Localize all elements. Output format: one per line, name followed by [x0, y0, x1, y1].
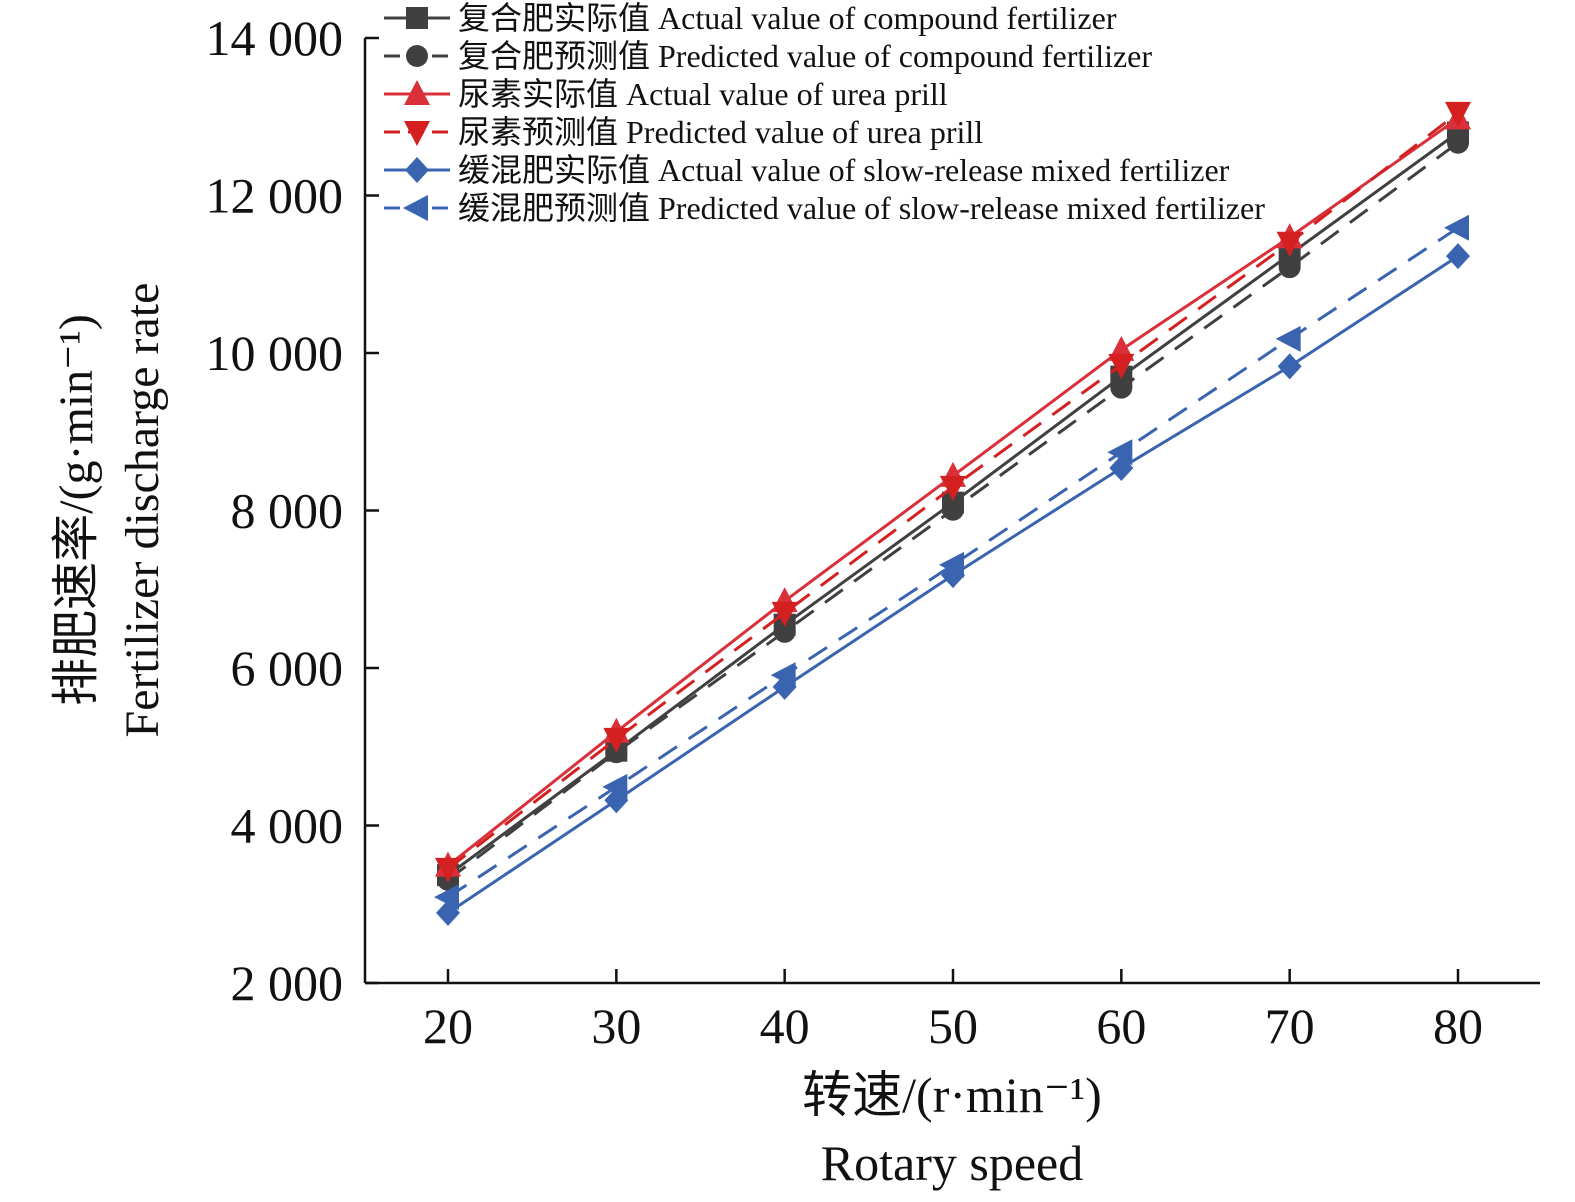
circle-marker: [942, 498, 964, 521]
circle-marker: [773, 620, 796, 643]
x-axis-label-en: Rotary speed: [821, 1135, 1083, 1191]
circle-marker: [1278, 256, 1301, 279]
x-tick-label: 30: [591, 998, 641, 1054]
y-tick-label: 2 000: [231, 955, 344, 1011]
circle-marker: [1110, 376, 1133, 399]
x-axis-label: 转速/(r·min⁻¹): [802, 1067, 1102, 1123]
triangle-down-marker: [603, 727, 630, 753]
triangle-left-marker: [602, 773, 628, 800]
legend-item: 尿素预测值 Predicted value of urea prill: [384, 114, 983, 150]
triangle-left-marker: [939, 551, 964, 578]
diamond-marker: [1277, 353, 1302, 380]
legend: 复合肥实际值 Actual value of compound fertiliz…: [384, 0, 1265, 226]
y-axis-label-en: Fertilizer discharge rate: [116, 283, 169, 738]
circle-marker: [1447, 131, 1469, 154]
axes: 2 000 4 000 6 000 8 000 10 000 12 000 14 000 20…: [206, 10, 1540, 1054]
y-tick-label: 4 000: [231, 798, 344, 854]
triangle-down-marker: [771, 601, 798, 627]
y-axis-label: 排肥速率/(g·min⁻¹): [50, 314, 103, 706]
triangle-down-marker: [1445, 101, 1471, 127]
legend-label: 复合肥预测值 Predicted value of compound ferti…: [458, 38, 1152, 74]
x-tick-label: 80: [1433, 998, 1483, 1054]
triangle-down-marker: [1276, 231, 1303, 257]
y-tick-label: 10 000: [206, 325, 344, 381]
legend-label: 缓混肥实际值 Actual value of slow-release mixe…: [458, 152, 1230, 188]
diamond-marker: [405, 157, 429, 183]
triangle-down-marker: [940, 475, 966, 501]
triangle-left-marker: [434, 884, 459, 911]
legend-item: 缓混肥实际值 Actual value of slow-release mixe…: [384, 152, 1230, 188]
legend-item: 复合肥实际值 Actual value of compound fertiliz…: [384, 0, 1117, 36]
x-tick-label: 40: [760, 998, 810, 1054]
legend-label: 尿素预测值 Predicted value of urea prill: [458, 114, 983, 150]
x-tick-label: 70: [1265, 998, 1315, 1054]
y-tick-label: 8 000: [231, 483, 344, 539]
legend-label: 复合肥实际值 Actual value of compound fertiliz…: [458, 0, 1117, 36]
y-tick-label: 6 000: [231, 640, 344, 696]
legend-item: 复合肥预测值 Predicted value of compound ferti…: [384, 38, 1152, 74]
series-5: [434, 214, 1469, 911]
x-tick-label: 50: [928, 998, 978, 1054]
triangle-left-marker: [403, 195, 428, 221]
triangle-down-marker: [404, 121, 430, 146]
triangle-left-marker: [1107, 439, 1133, 466]
square-marker: [406, 7, 428, 29]
triangle-left-marker: [770, 662, 796, 689]
legend-item: 尿素实际值 Actual value of urea prill: [384, 76, 948, 112]
diamond-marker: [1446, 243, 1470, 270]
y-tick-label: 14 000: [206, 10, 344, 66]
y-tick-label: 12 000: [206, 168, 344, 224]
triangle-left-marker: [1444, 214, 1469, 241]
x-tick-label: 60: [1096, 998, 1146, 1054]
triangle-down-marker: [1108, 353, 1135, 379]
legend-label: 缓混肥预测值 Predicted value of slow-release m…: [458, 190, 1265, 226]
series-3: [435, 101, 1471, 883]
series-4: [436, 243, 1470, 926]
x-tick-label: 20: [423, 998, 473, 1054]
triangle-up-marker: [404, 80, 430, 105]
triangle-left-marker: [1275, 325, 1301, 352]
legend-label: 尿素实际值 Actual value of urea prill: [458, 76, 948, 112]
plot-area: [434, 101, 1471, 926]
legend-item: 缓混肥预测值 Predicted value of slow-release m…: [384, 190, 1265, 226]
triangle-down-marker: [435, 857, 461, 883]
circle-marker: [406, 45, 428, 67]
series-1: [437, 131, 1469, 891]
